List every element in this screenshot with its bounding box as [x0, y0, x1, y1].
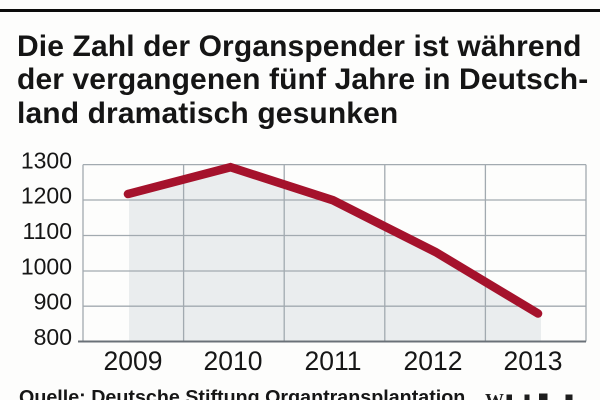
svg-text:2011: 2011 — [305, 346, 362, 376]
svg-text:800: 800 — [34, 324, 72, 350]
svg-text:1000: 1000 — [21, 253, 72, 279]
svg-text:1100: 1100 — [23, 218, 72, 244]
svg-text:2010: 2010 — [204, 346, 263, 376]
svg-text:2012: 2012 — [404, 346, 463, 376]
svg-text:Quelle: Deutsche Stiftung Orga: Quelle: Deutsche Stiftung Organtransplan… — [19, 387, 465, 400]
svg-text:2009: 2009 — [104, 346, 163, 376]
svg-text:W: W — [485, 391, 504, 400]
svg-text:1300: 1300 — [21, 147, 72, 173]
svg-text:900: 900 — [34, 289, 72, 315]
svg-text:1200: 1200 — [21, 183, 72, 209]
svg-text:2013: 2013 — [504, 346, 563, 376]
